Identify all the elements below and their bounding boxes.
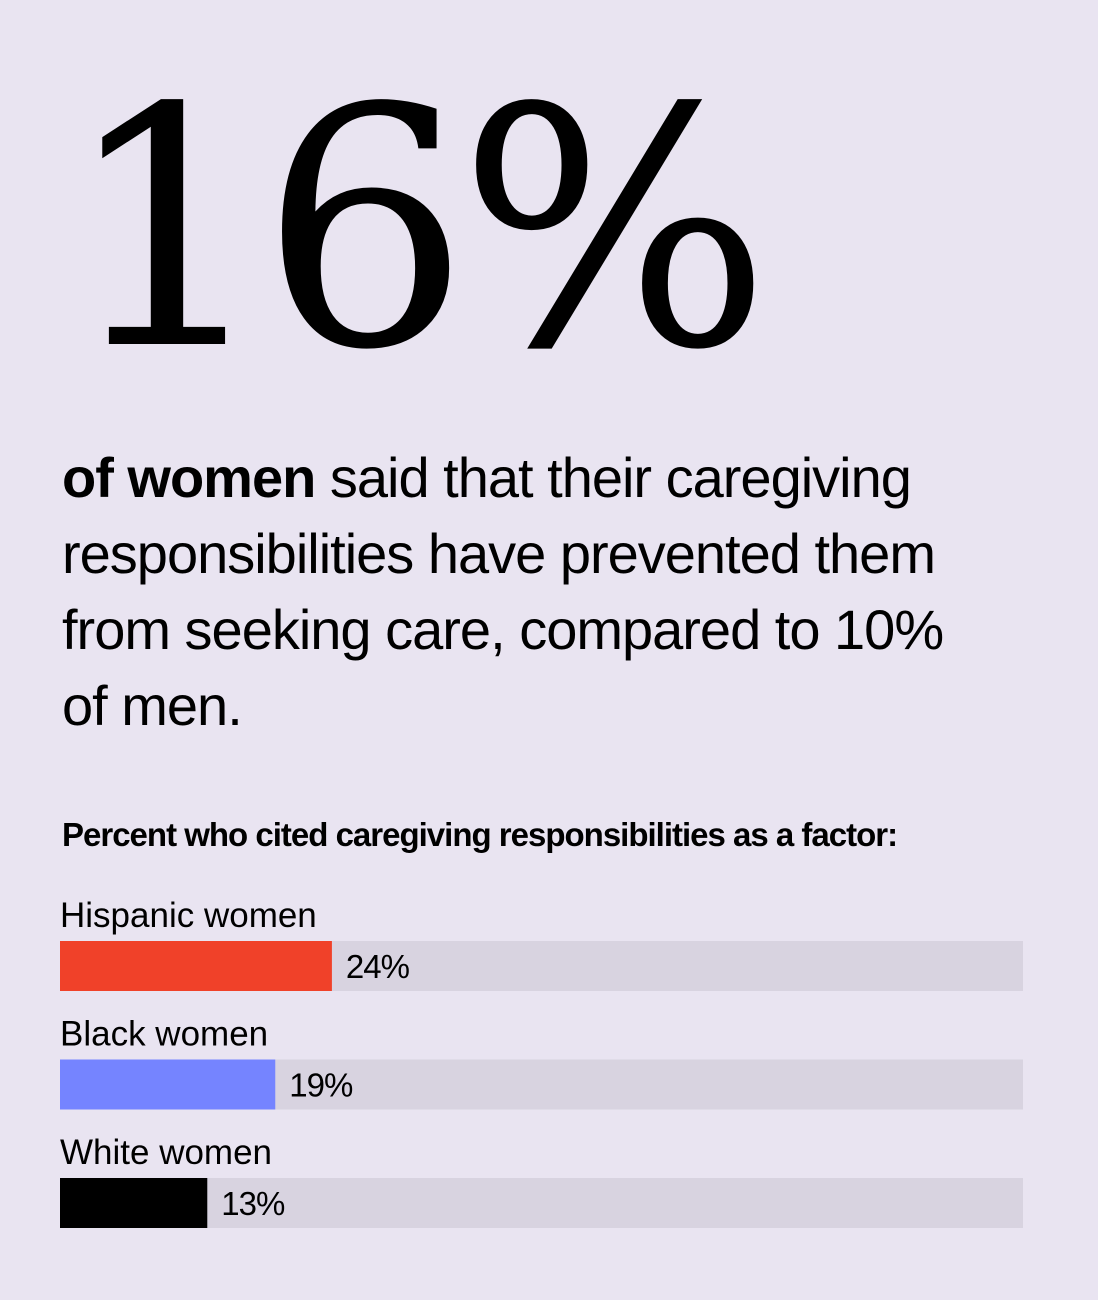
category-label-hispanic-women: Hispanic women (60, 896, 317, 935)
category-label-white-women: White women (60, 1133, 272, 1172)
headline-text: said that their caregiving responsibilit… (62, 446, 944, 737)
bar-hispanic-women (60, 941, 332, 991)
bar-black-women (60, 1059, 276, 1110)
value-label-hispanic-women: 24% (346, 948, 410, 985)
category-label-black-women: Black women (60, 1015, 268, 1054)
bar-track-white-women (60, 1178, 1023, 1228)
value-label-black-women: 19% (289, 1067, 353, 1104)
headline-lead: of women (62, 446, 316, 509)
headline-stat: 16% (62, 38, 771, 422)
headline-statement: of women said that their caregiving resp… (62, 440, 962, 744)
bar-white-women (60, 1178, 208, 1228)
value-label-white-women: 13% (221, 1185, 285, 1222)
chart-title: Percent who cited caregiving responsibil… (62, 816, 898, 853)
